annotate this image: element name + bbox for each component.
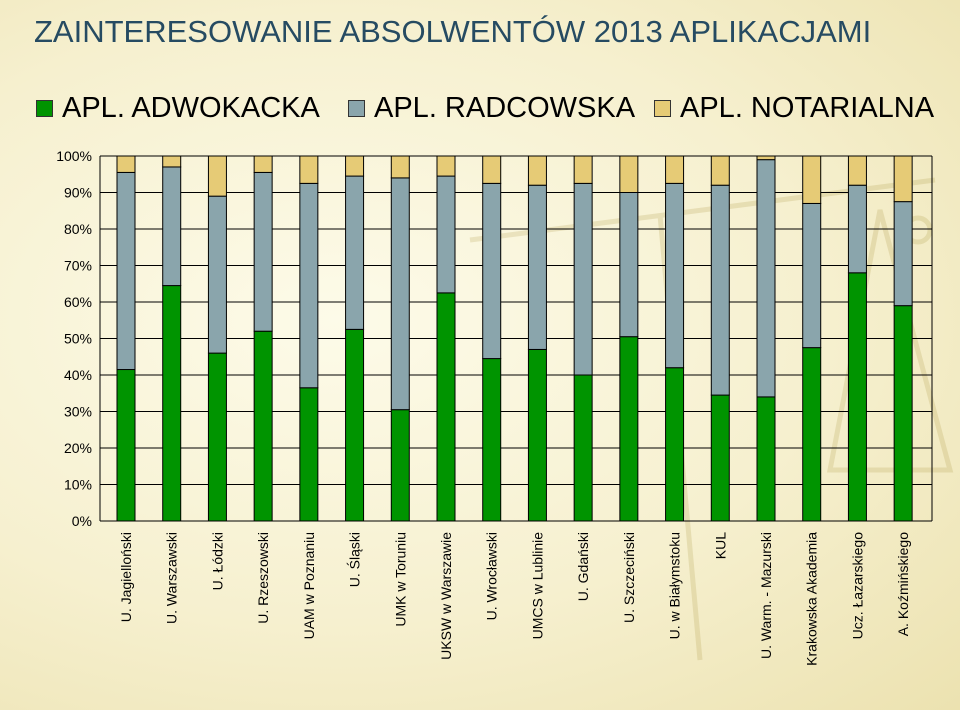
x-tick-label: UAM w Poznaniu [301,532,317,639]
bar-segment [893,305,913,522]
legend-item-notarialna: APL. NOTARIALNA [654,92,934,125]
x-tick-label: UMCS w Lublinie [529,532,545,640]
bar-segment [162,285,182,522]
x-tick-label: KUL [712,532,728,559]
bar-segment [390,155,410,179]
chart-title: ZAINTERESOWANIE ABSOLWENTÓW 2013 APLIKAC… [34,14,872,49]
bar-segment [847,272,867,522]
bar-segment [847,155,867,186]
x-tick-label: U. Warszawski [164,532,180,624]
bar-segment [299,182,319,389]
bar-segment [253,330,273,522]
bar-segment [116,155,136,173]
x-tick-label: UKSW w Warszawie [438,532,454,660]
x-tick-label: U. Rzeszowski [255,532,271,624]
x-tick-label: U. Jagielloński [118,532,134,622]
x-tick-label: UMK w Toruniu [392,532,408,627]
x-tick-label: U. Gdański [575,532,591,601]
bar-segment [482,155,502,184]
y-tick-label: 40% [64,367,92,383]
y-tick-label: 70% [64,258,92,274]
bar-segment [573,155,593,184]
bar-segment [436,292,456,522]
bar-segment [482,358,502,522]
y-tick-label: 50% [64,331,92,347]
bar-segment [345,175,365,330]
bar-segment [390,177,410,411]
x-tick-label: U. Warm. - Mazurski [758,532,774,659]
y-tick-label: 80% [64,221,92,237]
legend-swatch-adwokacka [36,100,53,117]
bar-segment [482,182,502,360]
x-tick-label: U. Śląski [346,532,363,587]
bar-segment [756,155,776,161]
legend-label-notarialna: APL. NOTARIALNA [680,92,935,124]
bar-segment [847,184,867,274]
bar-segment [299,387,319,522]
bar-segment [710,394,730,522]
bar-segment [436,175,456,294]
bar-segment [573,182,593,376]
bar-segment [573,374,593,522]
y-tick-label: 20% [64,440,92,456]
bar-segment [527,155,547,186]
bar-segment [665,182,685,369]
y-tick-label: 30% [64,404,92,420]
legend-item-radcowska: APL. RADCOWSKA [348,92,635,125]
bar-segment [802,202,822,349]
bar-segment [116,369,136,522]
x-tick-label: A. Koźmińskiego [895,532,911,636]
bar-segment [710,155,730,186]
legend-item-adwokacka: APL. ADWOKACKA [36,92,320,125]
bar-segment [527,184,547,350]
bar-segment [345,155,365,177]
bar-segment [802,155,822,204]
bar-segment [665,155,685,184]
bar-segment [893,201,913,307]
y-tick-label: 60% [64,294,92,310]
bar-segment [756,396,776,522]
bar-segment [665,367,685,522]
bar-segment [390,409,410,522]
legend-label-radcowska: APL. RADCOWSKA [374,92,636,124]
legend-label-adwokacka: APL. ADWOKACKA [62,92,320,124]
bar-segment [299,155,319,184]
y-tick-label: 0% [72,513,92,529]
legend-swatch-radcowska [348,100,365,117]
bar-segment [207,352,227,522]
y-tick-label: 100% [56,148,92,164]
bar-segment [619,192,639,338]
bar-segment [253,171,273,332]
bar-segment [756,159,776,398]
bar-segment [207,195,227,354]
bar-segment [710,184,730,396]
bar-segment [893,155,913,203]
bar-segment [345,328,365,522]
bar-segment [207,155,227,197]
x-tick-label: Ucz. Łazarskiego [849,532,865,640]
bar-segment [116,171,136,371]
bar-segment [527,348,547,522]
bar-segment [162,166,182,287]
x-tick-label: U. Łódzki [209,532,225,590]
y-tick-label: 10% [64,477,92,493]
x-tick-label: Krakowska Akademia [804,532,820,666]
bar-segment [619,336,639,522]
x-tick-label: U. Wrocławski [484,532,500,620]
bar-segment [162,155,182,168]
bar-segment [436,155,456,177]
bar-segment [253,155,273,173]
bar-segment [802,347,822,522]
bar-segment [619,155,639,193]
x-tick-label: U. Szczeciński [621,532,637,623]
x-tick-label: U. w Białymstoku [667,532,683,639]
legend-swatch-notarialna [654,100,671,117]
y-tick-label: 90% [64,185,92,201]
